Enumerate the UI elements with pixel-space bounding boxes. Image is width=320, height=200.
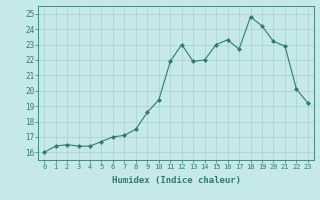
- X-axis label: Humidex (Indice chaleur): Humidex (Indice chaleur): [111, 176, 241, 185]
